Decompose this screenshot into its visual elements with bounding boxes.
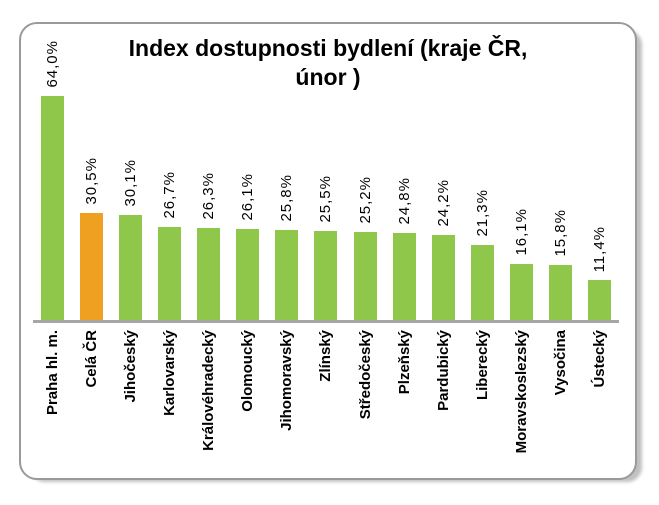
category-label: Liberecký xyxy=(473,330,491,401)
category-label: Zlínský xyxy=(317,330,335,382)
bar-column: 64,0% xyxy=(33,32,72,320)
category-label: Jihomoravský xyxy=(278,330,296,431)
bar xyxy=(509,264,533,320)
category-column: Liberecký xyxy=(463,325,502,475)
category-column: Plzeňský xyxy=(385,325,424,475)
category-column: Královéhradecký xyxy=(189,325,228,475)
bar-column: 30,1% xyxy=(111,32,150,320)
chart-title-line-2: únor ) xyxy=(295,64,361,90)
category-column: Vysočina xyxy=(541,325,580,475)
bar-value-label: 30,1% xyxy=(122,159,140,207)
category-label: Olomoucký xyxy=(239,330,257,412)
plot-area: 64,0% 30,5% 30,1% 26,7% 26,3% 26,1% 25,8% 25,5%… xyxy=(33,32,619,320)
bar-value-label: 11,4% xyxy=(590,225,608,272)
bar xyxy=(158,227,182,320)
chart-frame: Index dostupnosti bydlení (kraje ČR, úno… xyxy=(19,22,637,480)
bar-column: 16,1% xyxy=(502,32,541,320)
category-column: Zlínský xyxy=(306,325,345,475)
bar-value-label: 16,1% xyxy=(512,208,530,256)
bar xyxy=(392,233,416,320)
bar-value-label: 15,8% xyxy=(551,209,569,257)
bar xyxy=(275,230,299,320)
category-column: Ústecký xyxy=(580,325,619,475)
bar-value-label: 64,0% xyxy=(44,40,62,88)
bar-column: 24,8% xyxy=(385,32,424,320)
category-label: Plzeňský xyxy=(395,330,413,395)
category-column: Moravskoslezský xyxy=(502,325,541,475)
bar-column: 11,4% xyxy=(580,32,619,320)
category-column: Celá ČR xyxy=(72,325,111,475)
bar-value-label: 25,8% xyxy=(278,174,296,222)
bar-column: 25,5% xyxy=(306,32,345,320)
bar xyxy=(548,265,572,320)
category-label: Jihočeský xyxy=(122,330,140,403)
x-axis-line xyxy=(33,320,619,323)
category-label: Moravskoslezský xyxy=(512,330,530,454)
bar-column: 25,8% xyxy=(267,32,306,320)
bar-column: 26,7% xyxy=(150,32,189,320)
category-label: Celá ČR xyxy=(83,330,101,388)
category-column: Jihomoravský xyxy=(267,325,306,475)
bar-column: 21,3% xyxy=(463,32,502,320)
category-column: Jihočeský xyxy=(111,325,150,475)
bar-value-label: 26,1% xyxy=(239,173,257,221)
category-column: Středočeský xyxy=(346,325,385,475)
chart-title: Index dostupnosti bydlení (kraje ČR, úno… xyxy=(21,34,635,92)
category-label: Vysočina xyxy=(551,330,569,396)
bar xyxy=(197,228,221,320)
bar-column: 15,8% xyxy=(541,32,580,320)
category-column: Karlovarský xyxy=(150,325,189,475)
bar-value-label: 25,2% xyxy=(356,176,374,224)
category-label: Karlovarský xyxy=(161,330,179,416)
bar xyxy=(431,235,455,320)
category-label: Pardubický xyxy=(434,330,452,411)
bar xyxy=(41,96,65,320)
bar xyxy=(587,280,611,320)
bar-column: 30,5% xyxy=(72,32,111,320)
bar-column: 25,2% xyxy=(346,32,385,320)
category-column: Pardubický xyxy=(424,325,463,475)
category-label: Praha hl. m. xyxy=(44,330,62,416)
category-label: Ústecký xyxy=(590,330,608,388)
bar-value-label: 25,5% xyxy=(317,175,335,223)
bar-column: 26,3% xyxy=(189,32,228,320)
bar-value-label: 21,3% xyxy=(473,189,491,237)
category-axis: Praha hl. m. Celá ČR Jihočeský Karlovarský K… xyxy=(33,325,619,475)
bar xyxy=(119,215,143,320)
bar-column: 26,1% xyxy=(228,32,267,320)
bar-value-label: 26,7% xyxy=(161,171,179,219)
category-column: Olomoucký xyxy=(228,325,267,475)
bar-value-label: 30,5% xyxy=(83,157,101,205)
bar xyxy=(80,213,104,320)
chart-title-line-1: Index dostupnosti bydlení (kraje ČR, xyxy=(128,35,528,61)
bar-value-label: 24,8% xyxy=(395,177,413,225)
bar xyxy=(470,245,494,320)
bar xyxy=(314,231,338,320)
category-label: Středočeský xyxy=(356,330,374,420)
bar xyxy=(353,232,377,320)
bar-column: 24,2% xyxy=(424,32,463,320)
category-label: Královéhradecký xyxy=(200,330,218,451)
bar-value-label: 26,3% xyxy=(200,172,218,220)
bar-value-label: 24,2% xyxy=(434,179,452,227)
bar xyxy=(236,229,260,320)
category-column: Praha hl. m. xyxy=(33,325,72,475)
